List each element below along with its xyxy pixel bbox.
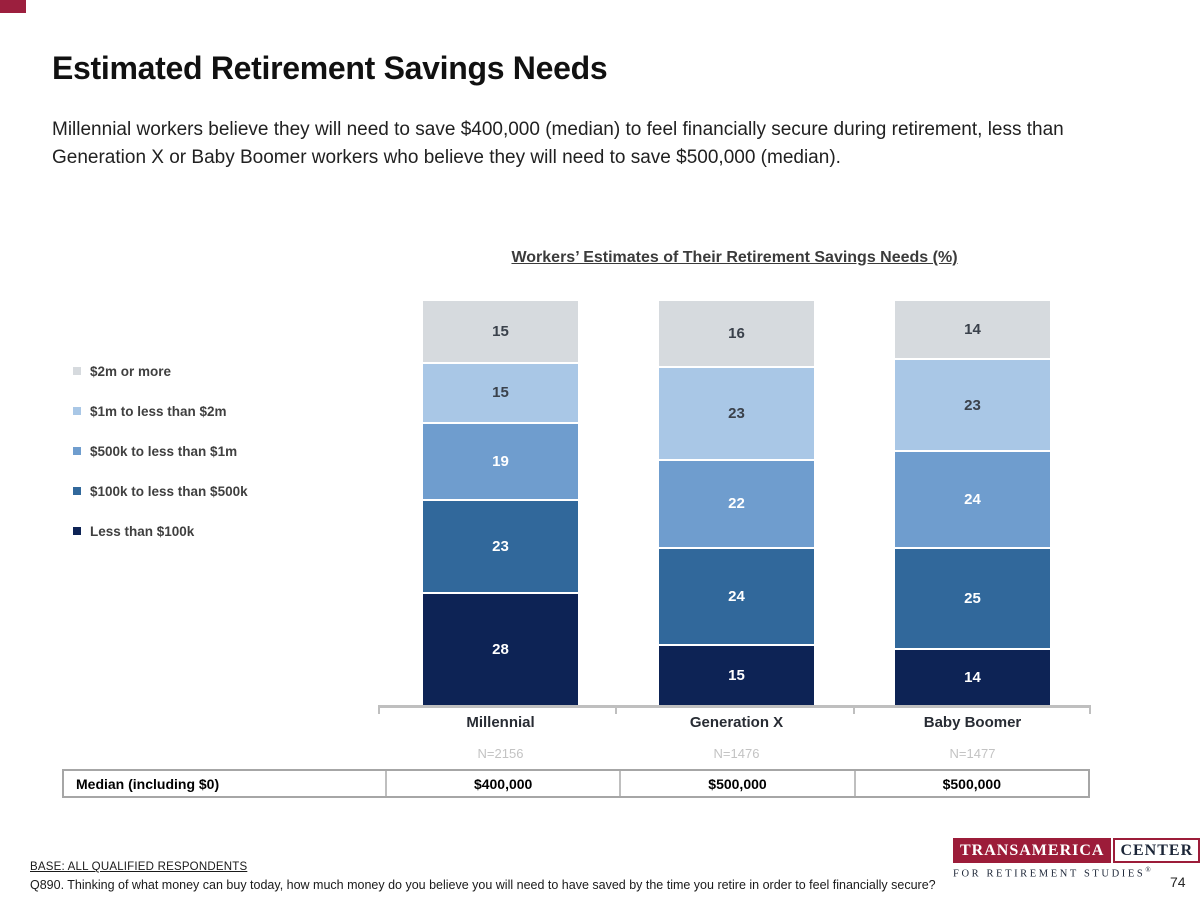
category-label: Generation X (689, 714, 784, 731)
logo-row-1: TRANSAMERICA CENTER (953, 838, 1200, 863)
bar-segment: 16 (659, 301, 814, 366)
legend-item: $2m or more (73, 363, 248, 379)
median-row-label: Median (including $0) (76, 775, 220, 792)
legend-item: $500k to less than $1m (73, 443, 248, 459)
bar-value-label: 25 (964, 590, 981, 608)
median-table: Median (including $0) $400,000 $500,000 $5… (62, 769, 1090, 798)
x-axis-tick (853, 705, 855, 714)
legend-item: $1m to less than $2m (73, 403, 248, 419)
median-value: $500,000 (619, 771, 853, 796)
bar-value-label: 23 (964, 396, 981, 414)
legend-swatch (73, 407, 81, 415)
x-axis-tick (378, 705, 380, 714)
category-labels-row: Millennial Generation X Baby Boomer (423, 714, 1050, 731)
base-note: BASE: ALL QUALIFIED RESPONDENTS (30, 861, 248, 873)
bar-segment: 23 (423, 498, 578, 592)
bar-value-label: 22 (728, 495, 745, 513)
registered-mark: ® (1145, 866, 1151, 874)
bar-segment: 23 (659, 365, 814, 459)
bar-generation-x: 16 23 22 24 15 (659, 301, 814, 705)
bar-segment: 25 (895, 547, 1050, 649)
logo-tagline-text: FOR RETIREMENT STUDIES (953, 868, 1146, 880)
bar-value-label: 23 (492, 537, 509, 555)
legend-label: Less than $100k (90, 523, 195, 539)
bar-segment: 14 (895, 301, 1050, 358)
bar-segment: 23 (895, 357, 1050, 451)
bar-value-label: 23 (728, 404, 745, 422)
bar-millennial: 15 15 19 23 28 (423, 301, 578, 705)
bar-value-label: 19 (492, 453, 509, 471)
legend-label: $2m or more (90, 363, 172, 379)
question-note: Q890. Thinking of what money can buy tod… (30, 878, 936, 892)
median-value: $500,000 (853, 771, 1088, 796)
x-axis-tick (1089, 705, 1091, 714)
legend-swatch (73, 367, 81, 375)
median-value: $400,000 (385, 771, 619, 796)
bar-value-label: 14 (964, 320, 981, 338)
slide-accent-mark (0, 0, 26, 13)
bar-segment: 14 (895, 648, 1050, 705)
bar-segment: 24 (659, 547, 814, 645)
x-axis (378, 705, 1091, 715)
bar-segment: 15 (659, 644, 814, 705)
category-label: Millennial (466, 714, 535, 731)
legend-item: $100k to less than $500k (73, 483, 248, 499)
bar-baby-boomer: 14 23 24 25 14 (895, 301, 1050, 705)
bar-value-label: 24 (728, 588, 745, 606)
legend-swatch (73, 447, 81, 455)
legend-item: Less than $100k (73, 523, 248, 539)
intro-paragraph: Millennial workers believe they will nee… (52, 119, 1064, 168)
stacked-bar-chart: 15 15 19 23 28 16 23 22 24 15 14 23 24 25 14 (423, 301, 1050, 705)
sample-size-label: N=1476 (713, 746, 760, 761)
logo-transamerica-box: TRANSAMERICA (953, 838, 1112, 863)
bar-segment: 24 (895, 450, 1050, 548)
bar-value-label: 15 (492, 384, 509, 402)
logo-tagline: FOR RETIREMENT STUDIES® (953, 866, 1165, 880)
bar-value-label: 24 (964, 491, 981, 509)
legend-label: $100k to less than $500k (90, 483, 248, 499)
bar-segment: 22 (659, 458, 814, 548)
bar-value-label: 16 (728, 324, 745, 342)
bar-value-label: 28 (492, 640, 509, 658)
page-number: 74 (1170, 874, 1186, 890)
sample-size-label: N=2156 (477, 746, 524, 761)
bar-segment: 28 (423, 591, 578, 705)
legend-swatch (73, 487, 81, 495)
transamerica-logo: TRANSAMERICA CENTER FOR RETIREMENT STUDI… (953, 838, 1200, 880)
sample-size-label: N=1477 (949, 746, 996, 761)
bar-segment: 19 (423, 422, 578, 499)
legend-swatch (73, 527, 81, 535)
bar-value-label: 15 (492, 322, 509, 340)
page-title: Estimated Retirement Savings Needs (52, 50, 608, 86)
legend-label: $1m to less than $2m (90, 403, 227, 419)
chart-legend: $2m or more $1m to less than $2m $500k to … (73, 364, 248, 564)
x-axis-line (378, 705, 1091, 708)
x-axis-tick (615, 705, 617, 714)
bar-segment: 15 (423, 301, 578, 362)
legend-label: $500k to less than $1m (90, 443, 238, 459)
bar-value-label: 15 (728, 667, 745, 685)
category-label: Baby Boomer (923, 714, 1022, 731)
sample-size-row: N=2156 N=1476 N=1477 (423, 746, 1050, 761)
bar-value-label: 14 (964, 669, 981, 687)
bar-segment: 15 (423, 361, 578, 423)
logo-center-box: CENTER (1113, 838, 1200, 863)
chart-title: Workers’ Estimates of Their Retirement S… (511, 249, 958, 266)
